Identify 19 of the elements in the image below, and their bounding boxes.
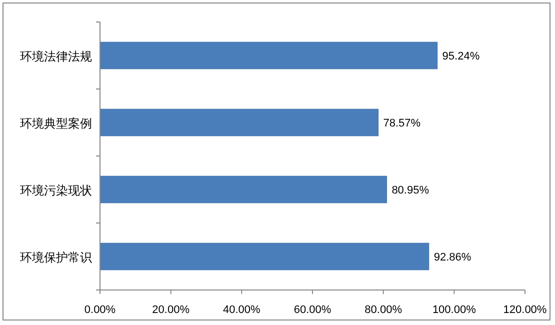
data-label: 80.95%	[392, 184, 430, 196]
x-tick-label: 80.00%	[364, 304, 402, 316]
y-tick-label: 环境法律法规	[20, 50, 92, 64]
y-tick-label: 环境典型案例	[20, 116, 92, 130]
bar	[100, 242, 430, 270]
x-tick-label: 100.00%	[432, 304, 476, 316]
bar	[100, 176, 387, 204]
x-tick-label: 20.00%	[152, 304, 190, 316]
data-label: 78.57%	[383, 118, 421, 130]
data-label: 92.86%	[434, 252, 472, 264]
x-tick-label: 60.00%	[294, 304, 332, 316]
y-tick-label: 环境污染现状	[20, 184, 92, 198]
x-tick-label: 40.00%	[223, 304, 261, 316]
x-tick-label: 0.00%	[84, 304, 116, 316]
y-tick-label: 环境保护常识	[20, 250, 92, 264]
bar	[100, 108, 379, 136]
data-label: 95.24%	[442, 50, 480, 62]
x-tick-label: 120.00%	[503, 304, 547, 316]
bar	[100, 42, 438, 70]
